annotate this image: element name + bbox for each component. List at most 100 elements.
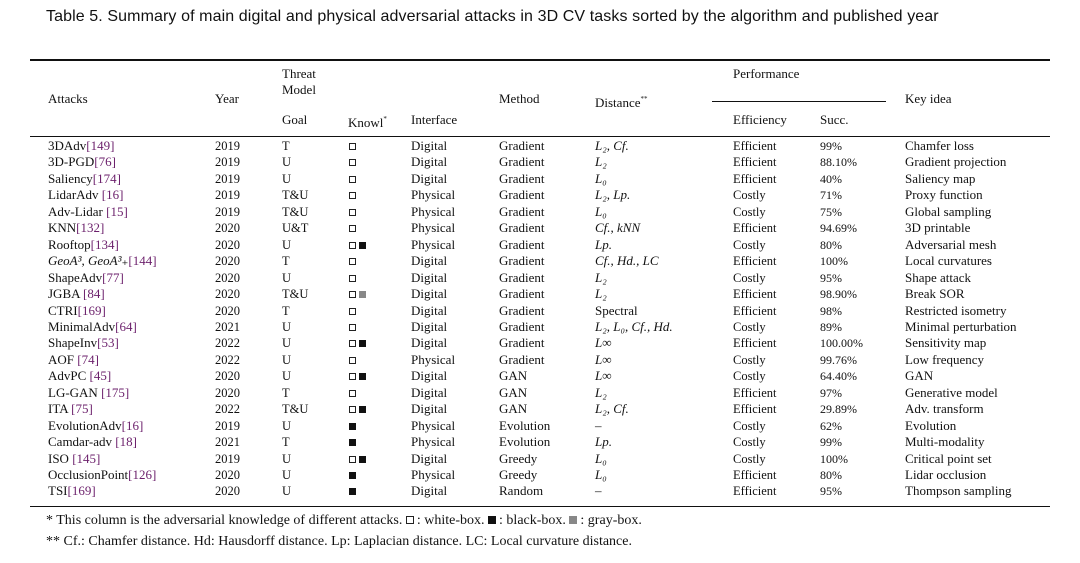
method-cell: GAN	[499, 384, 528, 400]
year-cell: 2022	[215, 352, 240, 367]
white-box-icon	[349, 241, 356, 249]
table-row: Adv-Lidar [15] 2019 T&U Physical Gradient L₀ C…	[0, 204, 1080, 221]
black-box-icon	[359, 241, 366, 249]
black-box-icon	[359, 340, 366, 348]
black-box-icon	[349, 472, 356, 479]
distance-cell: –	[595, 417, 602, 433]
header-knowl: Knowl*	[348, 112, 387, 130]
distance-cell: Spectral	[595, 302, 638, 318]
method-cell: Greedy	[499, 450, 538, 466]
attack-citation[interactable]: [169]	[67, 483, 96, 499]
attack-name: Camdar-adv [18]	[48, 434, 137, 451]
distance-cell: –	[595, 483, 602, 499]
efficiency-cell: Efficient	[733, 336, 777, 351]
attack-citation[interactable]: [144]	[128, 253, 157, 269]
method-cell: Evolution	[499, 417, 551, 433]
table-top-rule	[30, 59, 1050, 61]
attack-citation[interactable]: [45]	[89, 368, 112, 384]
method-cell: Evolution	[499, 434, 551, 450]
knowledge-cell	[349, 418, 359, 435]
interface-cell: Digital	[411, 138, 448, 153]
method-cell: Gradient	[499, 236, 545, 252]
interface-cell: Physical	[411, 203, 456, 219]
attack-citation[interactable]: [175]	[101, 384, 130, 400]
key-idea-cell: Generative model	[905, 384, 998, 400]
attack-citation[interactable]: [149]	[86, 138, 115, 153]
table-row: EvolutionAdv[16] 2019 U Physical Evolution – C…	[0, 418, 1080, 435]
attack-name-text: CTRI	[48, 302, 78, 318]
distance-cell: L₀	[595, 467, 607, 482]
goal-cell: T	[282, 254, 290, 269]
attack-name: MinimalAdv[64]	[48, 319, 137, 336]
attack-name-text: AOF	[48, 351, 78, 367]
distance-cell: L₂, Cf.	[595, 138, 629, 153]
table-notes: * This column is the adversarial knowled…	[46, 510, 642, 552]
interface-cell: Physical	[411, 220, 456, 236]
attack-citation[interactable]: [75]	[71, 401, 93, 417]
goal-cell: T	[282, 303, 290, 318]
distance-cell: L₂, L₀, Cf., Hd.	[595, 318, 673, 334]
table-row: 3DAdv[149] 2019 T Digital Gradient L₂, Cf. Eff…	[0, 138, 1080, 155]
year-cell: 2020	[215, 303, 240, 318]
goal-cell: T	[282, 385, 290, 400]
attack-citation[interactable]: [145]	[72, 450, 101, 466]
white-box-icon	[349, 373, 356, 381]
distance-cell: L₂	[595, 269, 607, 285]
attack-name: Adv-Lidar [15]	[48, 204, 128, 221]
succ-cell: 99.76%	[820, 352, 857, 367]
note-knowledge-prefix: * This column is the adversarial knowled…	[46, 513, 403, 528]
attack-citation[interactable]: [74]	[77, 351, 99, 367]
note-white-label: : white-box.	[416, 513, 485, 528]
black-box-icon	[349, 488, 356, 496]
attack-citation[interactable]: [134]	[90, 236, 119, 252]
efficiency-cell: Efficient	[733, 155, 777, 170]
table-caption: Table 5. Summary of main digital and phy…	[46, 8, 939, 25]
attack-citation[interactable]: [15]	[106, 203, 128, 219]
goal-cell: U	[282, 319, 292, 334]
method-cell: Gradient	[499, 154, 545, 170]
attack-name: CTRI[169]	[48, 303, 106, 320]
attack-name: ISO [145]	[48, 451, 100, 468]
attack-citation[interactable]: [169]	[77, 302, 106, 318]
attack-citation[interactable]: [76]	[94, 154, 116, 170]
table-row: Rooftop[134] 2020 U Physical Gradient Lp. Cost…	[0, 237, 1080, 254]
attack-citation[interactable]: [174]	[92, 170, 121, 186]
method-cell: Gradient	[499, 269, 545, 285]
header-distance: Distance**	[595, 92, 647, 110]
interface-cell: Digital	[411, 450, 448, 466]
attack-citation[interactable]: [84]	[83, 286, 105, 302]
method-cell: Gradient	[499, 170, 545, 186]
table-header-rule	[30, 136, 1050, 137]
knowledge-cell	[349, 451, 369, 468]
distance-cell: Cf., Hd., LC	[595, 253, 659, 269]
white-box-icon	[349, 274, 356, 282]
attack-name-text: AdvPC	[48, 368, 90, 384]
attack-citation[interactable]: [53]	[97, 335, 119, 351]
table-row: AOF [74] 2022 U Physical Gradient L∞ Costly 99.…	[0, 352, 1080, 369]
attack-citation[interactable]: [18]	[115, 434, 137, 450]
goal-cell: T&U	[282, 402, 309, 417]
year-cell: 2019	[215, 155, 240, 170]
attack-citation[interactable]: [16]	[121, 417, 144, 433]
table-row: AdvPC [45] 2020 U Digital GAN L∞ Costly 64.40% G…	[0, 368, 1080, 385]
table-row: LG-GAN [175] 2020 T Digital GAN L₂ Efficient 97…	[0, 385, 1080, 402]
attack-citation[interactable]: [126]	[128, 467, 157, 482]
table-row: CTRI[169] 2020 T Digital Gradient Spectral Eff…	[0, 303, 1080, 320]
attack-citation[interactable]: [77]	[102, 269, 124, 285]
attack-name-text: ShapeAdv	[48, 269, 103, 285]
attack-name: JGBA [84]	[48, 286, 105, 303]
attack-citation[interactable]: [132]	[76, 220, 105, 236]
interface-cell: Digital	[411, 384, 448, 400]
attack-citation[interactable]: [16]	[101, 187, 124, 203]
table-row: GeoA³, GeoA³₊[144] 2020 T Digital Gradient Cf…	[0, 253, 1080, 270]
year-cell: 2020	[215, 270, 240, 285]
performance-rule	[712, 101, 886, 102]
interface-cell: Physical	[411, 417, 456, 433]
distance-cell: Lp.	[595, 236, 612, 252]
attack-citation[interactable]: [64]	[115, 318, 137, 334]
knowledge-cell	[349, 368, 369, 385]
method-cell: Gradient	[499, 220, 545, 236]
key-idea-cell: Evolution	[905, 417, 957, 433]
key-idea-cell: Local curvatures	[905, 253, 992, 269]
attack-name: EvolutionAdv[16]	[48, 418, 143, 435]
